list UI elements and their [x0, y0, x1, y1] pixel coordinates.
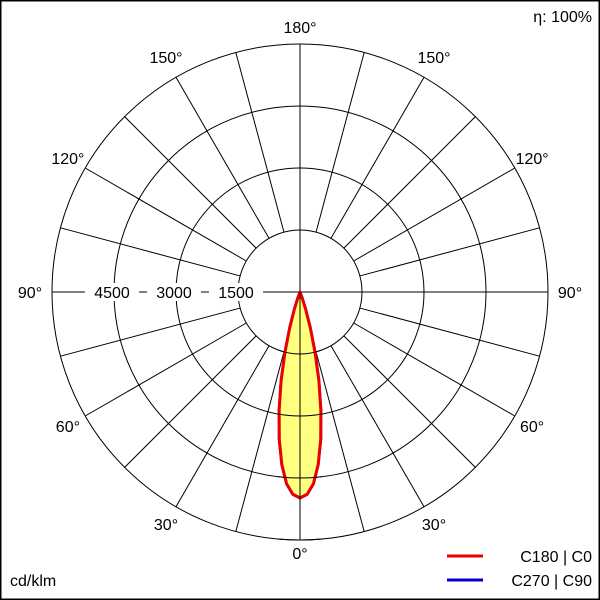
grid-spoke	[175, 345, 270, 508]
grid-spoke	[124, 116, 257, 249]
grid-spoke	[315, 351, 365, 532]
ring-overlay	[277, 476, 323, 479]
angle-label: 60°	[520, 419, 544, 436]
grid-spoke	[343, 335, 476, 468]
tick-label-bg	[147, 283, 201, 301]
angle-label: 90°	[18, 285, 42, 302]
grid-spoke	[175, 76, 270, 239]
angle-label: 180°	[283, 20, 316, 37]
grid-spoke	[353, 167, 516, 262]
grid-spoke	[359, 307, 540, 357]
efficiency-label: η: 100%	[533, 9, 592, 26]
ring-overlay	[277, 413, 323, 417]
ring-overlay	[277, 349, 323, 355]
angle-label: 30°	[422, 517, 446, 534]
radial-tick-label: 4500	[94, 285, 130, 302]
grid-spoke	[235, 351, 285, 532]
angle-label: 120°	[51, 151, 84, 168]
grid-spoke	[60, 307, 241, 357]
radial-tick-label: 3000	[156, 285, 192, 302]
tick-label-bg	[85, 283, 139, 301]
unit-label: cd/klm	[10, 573, 56, 590]
grid-spoke	[315, 52, 365, 233]
grid-spoke	[124, 335, 257, 468]
angle-label: 30°	[154, 517, 178, 534]
ring-overlay	[277, 538, 323, 541]
grid-spoke	[343, 116, 476, 249]
angle-label: 150°	[417, 50, 450, 67]
grid-spoke	[330, 76, 425, 239]
tick-label-bg	[209, 283, 263, 301]
grid-spoke	[353, 322, 516, 417]
angle-label: 0°	[292, 546, 307, 563]
angle-label: 90°	[558, 285, 582, 302]
radial-tick-label: 1500	[218, 285, 254, 302]
label-bg	[12, 282, 48, 302]
grid-spoke	[235, 52, 285, 233]
angle-label: 150°	[149, 50, 182, 67]
legend-label: C270 | C90	[511, 573, 592, 590]
grid-spoke	[330, 345, 425, 508]
legend-label: C180 | C0	[520, 549, 592, 566]
grid-spoke	[84, 167, 247, 262]
angle-label: 60°	[56, 419, 80, 436]
grid-spoke	[84, 322, 247, 417]
grid-spoke	[60, 227, 241, 277]
angle-label: 120°	[516, 151, 549, 168]
grid-spoke	[359, 227, 540, 277]
